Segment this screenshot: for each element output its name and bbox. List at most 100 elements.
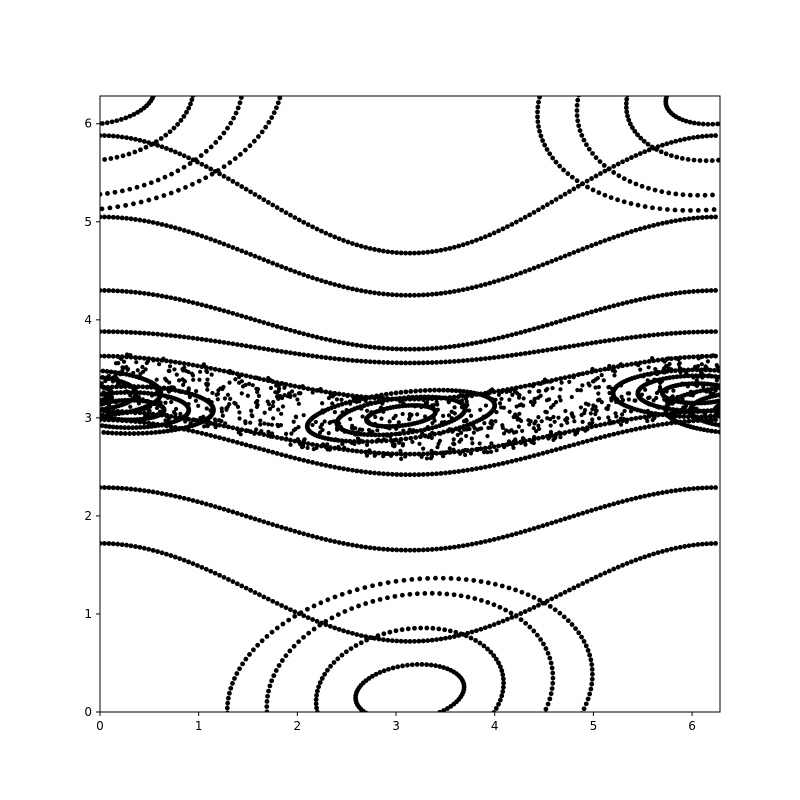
island-point [372, 432, 378, 438]
island-point [444, 591, 450, 597]
island-point [251, 138, 257, 144]
curve-point [265, 347, 271, 352]
island-point [624, 109, 630, 115]
curve-point [407, 346, 413, 352]
chaotic-point [353, 397, 359, 403]
chaotic-point [488, 420, 493, 426]
island-point [126, 151, 132, 157]
chaotic-point [100, 381, 104, 386]
chaotic-point [714, 362, 719, 368]
chaotic-point [514, 415, 520, 420]
curve-point [305, 222, 311, 228]
chaotic-point [119, 384, 125, 389]
chaotic-point [157, 362, 162, 367]
curve-point [584, 178, 590, 184]
chaotic-point [464, 408, 469, 413]
chaotic-point [622, 408, 627, 414]
island-point [701, 427, 707, 433]
island-point [255, 642, 261, 648]
curve-point [168, 553, 174, 558]
island-point [668, 153, 674, 159]
curve-point [443, 470, 448, 476]
curve-point [527, 454, 532, 460]
curve-point [203, 431, 209, 437]
chaotic-point [145, 359, 151, 364]
curve-point [345, 239, 351, 245]
island-point [553, 159, 559, 165]
curve-point [469, 239, 475, 245]
island-point [418, 434, 423, 440]
curve-point [584, 310, 590, 316]
island-point [547, 603, 553, 609]
curve-point [620, 159, 625, 165]
chaotic-point [618, 416, 624, 421]
chaotic-point [353, 426, 358, 431]
island-point [234, 671, 240, 676]
curve-point [646, 147, 652, 153]
curve-point [248, 316, 253, 321]
curve-point [575, 583, 581, 589]
chaotic-point [181, 414, 187, 419]
curve-point [296, 270, 302, 276]
chaotic-point [708, 413, 713, 418]
curve-point [376, 450, 382, 456]
curve-point [327, 355, 333, 361]
chaotic-point [197, 377, 202, 382]
curve-point [664, 219, 670, 225]
island-point [140, 430, 146, 436]
chaotic-point [228, 396, 233, 401]
curve-point [443, 545, 448, 551]
island-point [468, 635, 474, 641]
curve-point [212, 366, 218, 372]
curve-point [469, 341, 475, 346]
island-point [547, 696, 553, 702]
chaotic-point [575, 388, 580, 393]
chaotic-point [332, 410, 337, 415]
curve-point [482, 338, 488, 344]
chaotic-point [268, 434, 273, 439]
curve-point [239, 512, 245, 518]
curve-point [270, 260, 276, 266]
curve-point [177, 494, 183, 500]
curve-point [394, 547, 400, 553]
chaotic-point [339, 397, 344, 402]
curve-point [403, 346, 408, 352]
curve-point [319, 228, 324, 234]
curve-point [478, 283, 484, 288]
curve-point [695, 485, 701, 491]
chaotic-point [494, 410, 499, 415]
curve-point [164, 223, 169, 228]
curve-point [589, 576, 594, 582]
chaotic-point [428, 456, 434, 461]
chaotic-point [421, 446, 426, 451]
chaotic-point [128, 352, 133, 358]
curve-point [119, 542, 125, 548]
island-point [717, 429, 720, 435]
curve-point [110, 329, 116, 335]
island-point [226, 690, 232, 696]
curve-point [491, 336, 497, 342]
island-point [414, 591, 420, 597]
island-point [445, 387, 451, 393]
chaotic-point [494, 448, 499, 453]
curve-point [155, 549, 160, 554]
curve-point [540, 348, 546, 354]
curve-point [358, 358, 364, 364]
curve-point [624, 300, 630, 305]
island-point [635, 202, 641, 208]
chaotic-point [377, 409, 382, 414]
curve-point [416, 451, 422, 457]
curve-point [553, 257, 559, 262]
chaotic-point [348, 401, 353, 406]
curve-point [527, 212, 532, 218]
curve-point [434, 359, 439, 365]
curve-point [195, 563, 200, 568]
island-point [266, 688, 271, 694]
chaotic-point [140, 397, 145, 402]
curve-point [629, 416, 634, 422]
chaotic-point [415, 412, 420, 417]
chaotic-point [106, 373, 111, 378]
island-point [561, 614, 567, 620]
island-point [433, 575, 438, 581]
curve-point [345, 447, 351, 453]
